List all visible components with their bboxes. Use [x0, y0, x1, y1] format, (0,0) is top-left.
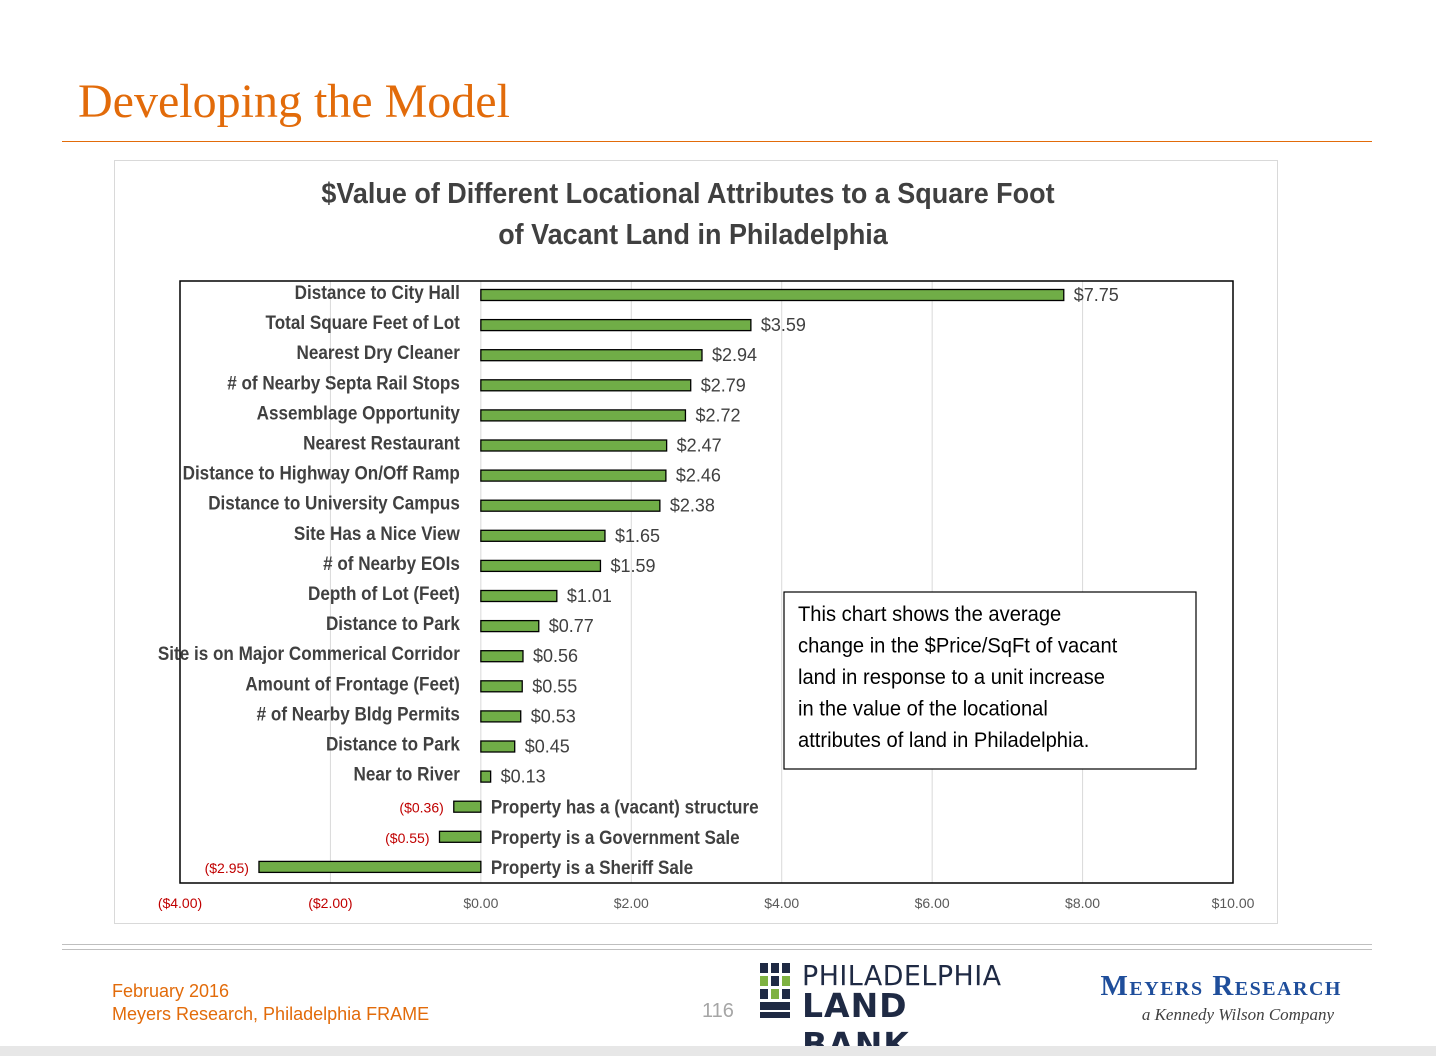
bars: Distance to City Hall $7.75 Total Square F… [158, 282, 1119, 878]
category-label: Depth of Lot (Feet) [308, 583, 460, 604]
x-tick-label: $0.00 [463, 895, 498, 911]
x-tick-label: $8.00 [1065, 895, 1100, 911]
category-label: Distance to Park [326, 613, 461, 634]
bar [480, 529, 606, 542]
data-label: $2.79 [701, 375, 746, 395]
category-label: Property is a Sheriff Sale [491, 857, 693, 878]
chart-frame: $Value of Different Locational Attribute… [114, 160, 1278, 924]
category-label: # of Nearby Bldg Permits [257, 704, 460, 725]
category-label: Nearest Restaurant [303, 433, 460, 454]
bar [258, 860, 482, 874]
category-label: Site Has a Nice View [294, 523, 461, 544]
bar [453, 800, 482, 813]
annotation-line: change in the $Price/SqFt of vacant [798, 634, 1118, 657]
data-label: $2.46 [676, 466, 721, 486]
category-label: Property is a Government Sale [491, 827, 740, 848]
bar [480, 409, 687, 422]
bar [480, 710, 522, 723]
meyers-tagline: a Kennedy Wilson Company [1141, 1005, 1334, 1024]
data-label: $7.75 [1074, 285, 1119, 305]
bar [480, 619, 540, 633]
category-label: Amount of Frontage (Feet) [245, 673, 460, 694]
page-number: 116 [702, 1000, 734, 1022]
bar [480, 379, 692, 392]
annotation-border [783, 591, 1197, 770]
x-tick-label: $4.00 [764, 895, 799, 911]
data-label: $0.77 [549, 616, 594, 636]
x-tick-label: $6.00 [915, 895, 950, 911]
x-tick-label: $2.00 [614, 895, 649, 911]
bar [480, 499, 661, 512]
chart-title-line1: $Value of Different Locational Attribute… [321, 177, 1054, 209]
category-label: Distance to Highway On/Off Ramp [183, 463, 460, 484]
data-label: $0.55 [532, 676, 577, 696]
annotation-line: attributes of land in Philadelphia. [798, 729, 1089, 752]
category-label: Site is on Major Commerical Corridor [158, 643, 460, 664]
data-label: ($2.95) [205, 860, 249, 876]
land-bank-line1: PHILADELPHIA [802, 959, 1002, 992]
bar [480, 680, 523, 693]
data-label: ($0.55) [385, 830, 429, 846]
meyers-research-logo: Meyers Research a Kennedy Wilson Company [1012, 970, 1342, 1026]
category-label: # of Nearby Septa Rail Stops [227, 372, 460, 393]
data-label: ($0.36) [399, 800, 443, 816]
bar [480, 439, 668, 452]
bar [480, 740, 516, 753]
data-label: $2.72 [695, 405, 740, 425]
bar-chart: $Value of Different Locational Attribute… [158, 177, 1255, 911]
category-label: Distance to Park [326, 734, 461, 755]
footer-source: Meyers Research, Philadelphia FRAME [112, 1004, 430, 1024]
data-label: $3.59 [761, 315, 806, 335]
data-label: $0.53 [531, 706, 576, 726]
annotation-line: in the value of the locational [798, 697, 1048, 720]
bar [480, 650, 524, 663]
category-label: Property has a (vacant) structure [491, 797, 759, 818]
data-label: $1.65 [615, 526, 660, 546]
data-label: $2.94 [712, 345, 757, 365]
category-label: Assemblage Opportunity [257, 403, 460, 424]
footer-divider-top [62, 944, 1372, 945]
bar [438, 830, 482, 843]
bar [480, 349, 703, 362]
meyers-name: Meyers Research [1100, 970, 1342, 1002]
gridlines [329, 281, 1084, 883]
chart-title-line2: of Vacant Land in Philadelphia [498, 218, 888, 250]
category-label: Total Square Feet of Lot [266, 312, 460, 333]
data-label: $0.45 [525, 737, 570, 757]
category-label: Nearest Dry Cleaner [296, 342, 459, 363]
x-tick-label: ($2.00) [308, 895, 352, 911]
x-tick-label: ($4.00) [158, 895, 202, 911]
annotation-box: This chart shows the average change in th… [783, 591, 1197, 770]
data-label: $0.13 [501, 767, 546, 787]
bar [480, 318, 752, 332]
category-label: # of Nearby EOIs [323, 553, 460, 574]
bar [480, 559, 602, 573]
philadelphia-land-bank-logo: PHILADELPHIA LAND BANK [758, 959, 1002, 1064]
footer-divider-bottom [62, 949, 1372, 950]
bar [480, 469, 667, 482]
land-bank-grid-icon [760, 963, 790, 1018]
annotation-line: land in response to a unit increase [798, 666, 1105, 689]
bar [480, 770, 492, 783]
bar [480, 589, 558, 603]
plot-area-border [179, 280, 1234, 884]
x-axis-ticks: ($4.00) ($2.00) $0.00 $2.00 $4.00 $6.00 $8.00 $… [158, 895, 1255, 911]
data-label: $2.38 [670, 496, 715, 516]
title-divider [62, 141, 1372, 142]
data-label: $1.59 [610, 556, 655, 576]
data-label: $1.01 [567, 586, 612, 606]
slide-title: Developing the Model [78, 75, 510, 128]
category-label: Distance to City Hall [295, 282, 460, 303]
annotation-line: This chart shows the average [798, 603, 1061, 626]
data-label: $2.47 [677, 436, 722, 456]
footer-date: February 2016 [112, 981, 230, 1001]
bottom-band [0, 1046, 1436, 1056]
category-label: Distance to University Campus [208, 493, 460, 514]
bar [480, 288, 1065, 302]
x-tick-label: $10.00 [1212, 895, 1255, 911]
category-label: Near to River [353, 764, 459, 785]
data-label: $0.56 [533, 646, 578, 666]
